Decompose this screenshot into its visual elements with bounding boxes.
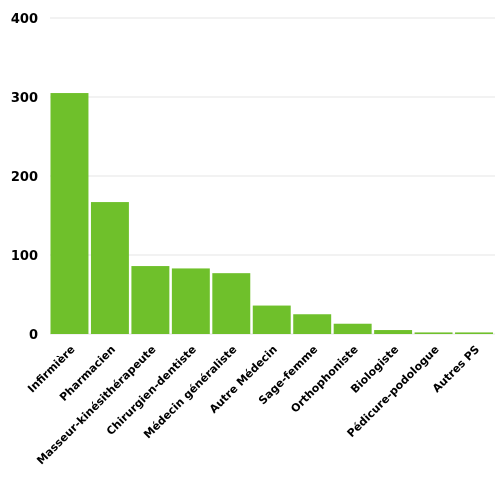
y-tick-label: 0 [29,328,38,343]
bar [293,314,332,334]
bar [90,202,129,334]
bar [131,266,170,334]
x-tick-label: Autre Médecin [207,343,280,416]
bar [374,330,413,334]
y-tick-label: 200 [11,170,38,185]
bar [212,273,251,334]
bar [50,93,89,334]
y-tick-label: 100 [11,249,38,264]
bar [414,332,453,334]
bar [455,332,493,334]
bars [50,93,493,334]
bar [333,323,372,334]
y-axis-tick-labels: 0 100 200 300 400 [11,12,38,343]
y-tick-label: 300 [11,91,38,106]
y-tick-label: 400 [11,12,38,27]
bar [252,305,291,334]
bar [171,268,210,334]
x-axis-tick-labels: InfirmièrePharmacienMasseur-kinésithérap… [25,343,482,467]
